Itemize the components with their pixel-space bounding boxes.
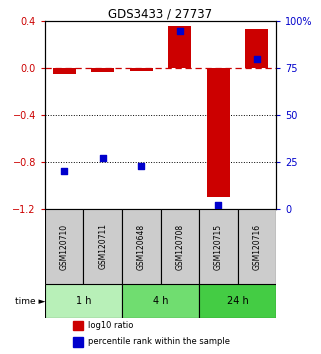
Text: percentile rank within the sample: percentile rank within the sample (88, 337, 230, 347)
Bar (160, 209, 199, 284)
Point (139, 163, 144, 169)
Bar (73, 321, 83, 330)
Bar (73, 337, 83, 347)
Text: GSM120710: GSM120710 (60, 223, 69, 269)
Text: time ►: time ► (14, 297, 45, 306)
Point (100, 155, 105, 161)
Bar (168, 26, 191, 68)
Bar (238, 209, 276, 284)
Bar (53, 68, 76, 74)
Bar (122, 284, 199, 318)
Bar (199, 284, 276, 318)
Point (216, 202, 221, 208)
Text: GSM120715: GSM120715 (214, 223, 223, 269)
Bar (245, 29, 268, 68)
Text: GSM120708: GSM120708 (175, 223, 184, 269)
Point (62, 169, 67, 174)
Text: GSM120711: GSM120711 (98, 223, 107, 269)
Text: GSM120716: GSM120716 (252, 223, 261, 269)
Title: GDS3433 / 27737: GDS3433 / 27737 (108, 7, 213, 20)
Point (254, 56, 259, 62)
Point (177, 28, 182, 34)
Bar (207, 68, 230, 197)
Text: 24 h: 24 h (227, 296, 248, 306)
Bar (83, 209, 122, 284)
Bar (199, 209, 238, 284)
Bar (91, 68, 114, 72)
Bar (45, 284, 122, 318)
Text: log10 ratio: log10 ratio (88, 321, 133, 330)
Text: 1 h: 1 h (76, 296, 91, 306)
Bar (122, 209, 160, 284)
Bar (130, 68, 153, 70)
Text: 4 h: 4 h (153, 296, 168, 306)
Text: GSM120648: GSM120648 (137, 223, 146, 269)
Bar (45, 209, 83, 284)
